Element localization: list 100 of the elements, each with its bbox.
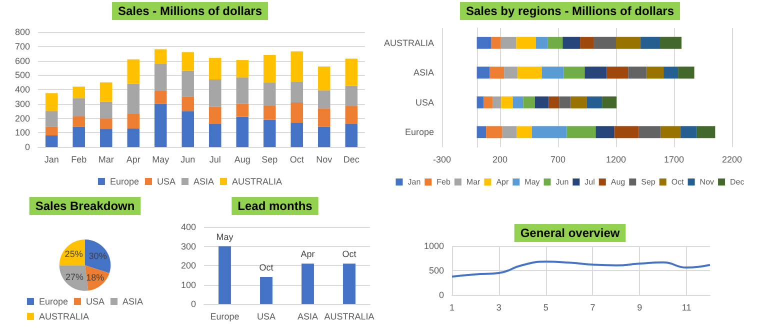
x-tick-label: ASIA	[297, 312, 318, 322]
y-tick-label: 400	[14, 84, 30, 94]
bar	[696, 126, 716, 138]
bar	[523, 96, 535, 108]
bar	[484, 96, 492, 108]
bar	[343, 264, 356, 304]
legend-label: Oct	[671, 178, 685, 186]
bar	[512, 96, 524, 108]
y-tick-label: 500	[428, 266, 444, 276]
bar	[345, 58, 358, 86]
bar	[208, 79, 222, 107]
legend-label: Jun	[556, 178, 569, 186]
bar	[290, 51, 304, 82]
legend-label: Mar	[466, 178, 481, 186]
x-tick-label: -300	[432, 154, 452, 164]
x-tick-label: Nov	[316, 154, 333, 164]
y-tick-label: 800	[14, 27, 30, 37]
bar	[490, 66, 504, 79]
chart-title: Sales by regions - Millions of dollars	[466, 4, 674, 18]
y-tick-label: 200	[14, 113, 30, 124]
x-tick-label: Europe	[210, 312, 240, 322]
y-tick-label: 600	[14, 56, 30, 66]
x-tick-label: Jun	[180, 154, 196, 164]
y-tick-label: USA	[415, 97, 434, 108]
y-tick-label: 300	[14, 98, 30, 109]
bar	[584, 66, 607, 79]
y-tick-label: 200	[180, 260, 196, 270]
bar	[548, 36, 563, 49]
data-label: Oct	[342, 249, 357, 260]
y-tick-label: 500	[14, 70, 30, 80]
bar	[127, 114, 140, 128]
line-series	[451, 260, 711, 278]
x-tick-label: 3	[496, 302, 502, 312]
bar	[236, 104, 249, 117]
y-tick-label: 0	[438, 290, 444, 300]
legend-label: Jul	[584, 178, 596, 186]
bar	[154, 90, 167, 104]
bar	[208, 58, 222, 80]
bar	[345, 106, 358, 124]
chart-title: Lead months	[238, 199, 313, 213]
x-tick-label: USA	[256, 312, 276, 322]
bar	[182, 52, 194, 71]
bar	[72, 98, 86, 116]
x-tick-label: May	[152, 154, 170, 164]
chart-title: General overview	[520, 226, 620, 240]
bar	[100, 102, 112, 118]
bar	[318, 108, 330, 127]
legend-label: Sep	[641, 178, 656, 186]
bar	[318, 90, 330, 108]
x-tick-label: Dec	[343, 154, 360, 164]
legend-label: Feb	[436, 178, 451, 186]
y-tick-label: 0	[24, 142, 30, 152]
bar	[45, 93, 58, 112]
bar	[491, 36, 501, 49]
x-tick-label: Sep	[262, 154, 278, 164]
bar	[680, 126, 697, 138]
bar	[516, 126, 532, 138]
bar	[504, 66, 518, 79]
bar	[638, 126, 661, 138]
bar	[263, 120, 276, 147]
bar	[564, 66, 585, 79]
y-tick-label: 100	[180, 280, 196, 290]
legend-label: USA	[156, 176, 176, 186]
bar	[345, 124, 358, 147]
legend-label: ASIA	[194, 176, 214, 186]
bar	[100, 118, 112, 130]
bar	[236, 60, 249, 78]
y-tick-label: 400	[180, 222, 196, 232]
bar	[646, 66, 664, 79]
bar	[45, 136, 58, 147]
bar	[182, 70, 194, 97]
y-tick-label: ASIA	[413, 68, 434, 78]
bar	[500, 36, 516, 49]
x-tick-label: 2200	[722, 154, 742, 164]
legend-label: Aug	[610, 178, 626, 186]
bar	[236, 116, 249, 147]
legend-label: Europe	[110, 176, 140, 186]
bar	[45, 126, 58, 136]
bar	[127, 128, 140, 147]
legend-label: Apr	[496, 178, 509, 186]
y-tick-label: 700	[14, 41, 30, 52]
y-tick-label: 1000	[424, 241, 444, 251]
bar	[548, 96, 560, 108]
bar	[640, 36, 660, 49]
bar	[72, 116, 86, 127]
chart-title: Sales - Millions of dollars	[118, 4, 262, 18]
bar	[559, 96, 571, 108]
y-tick-label: Europe	[404, 127, 434, 138]
bar	[208, 106, 222, 124]
bar	[182, 96, 194, 112]
x-tick-label: Feb	[71, 154, 87, 164]
legend-label: Jan	[408, 178, 421, 186]
bar	[72, 86, 86, 98]
bar	[616, 36, 640, 49]
legend-label: AUSTRALIA	[232, 176, 282, 186]
bar	[602, 96, 617, 108]
bar	[660, 36, 682, 49]
data-label: 30%	[88, 250, 107, 261]
y-tick-label: 100	[14, 128, 30, 138]
bar	[345, 86, 358, 106]
